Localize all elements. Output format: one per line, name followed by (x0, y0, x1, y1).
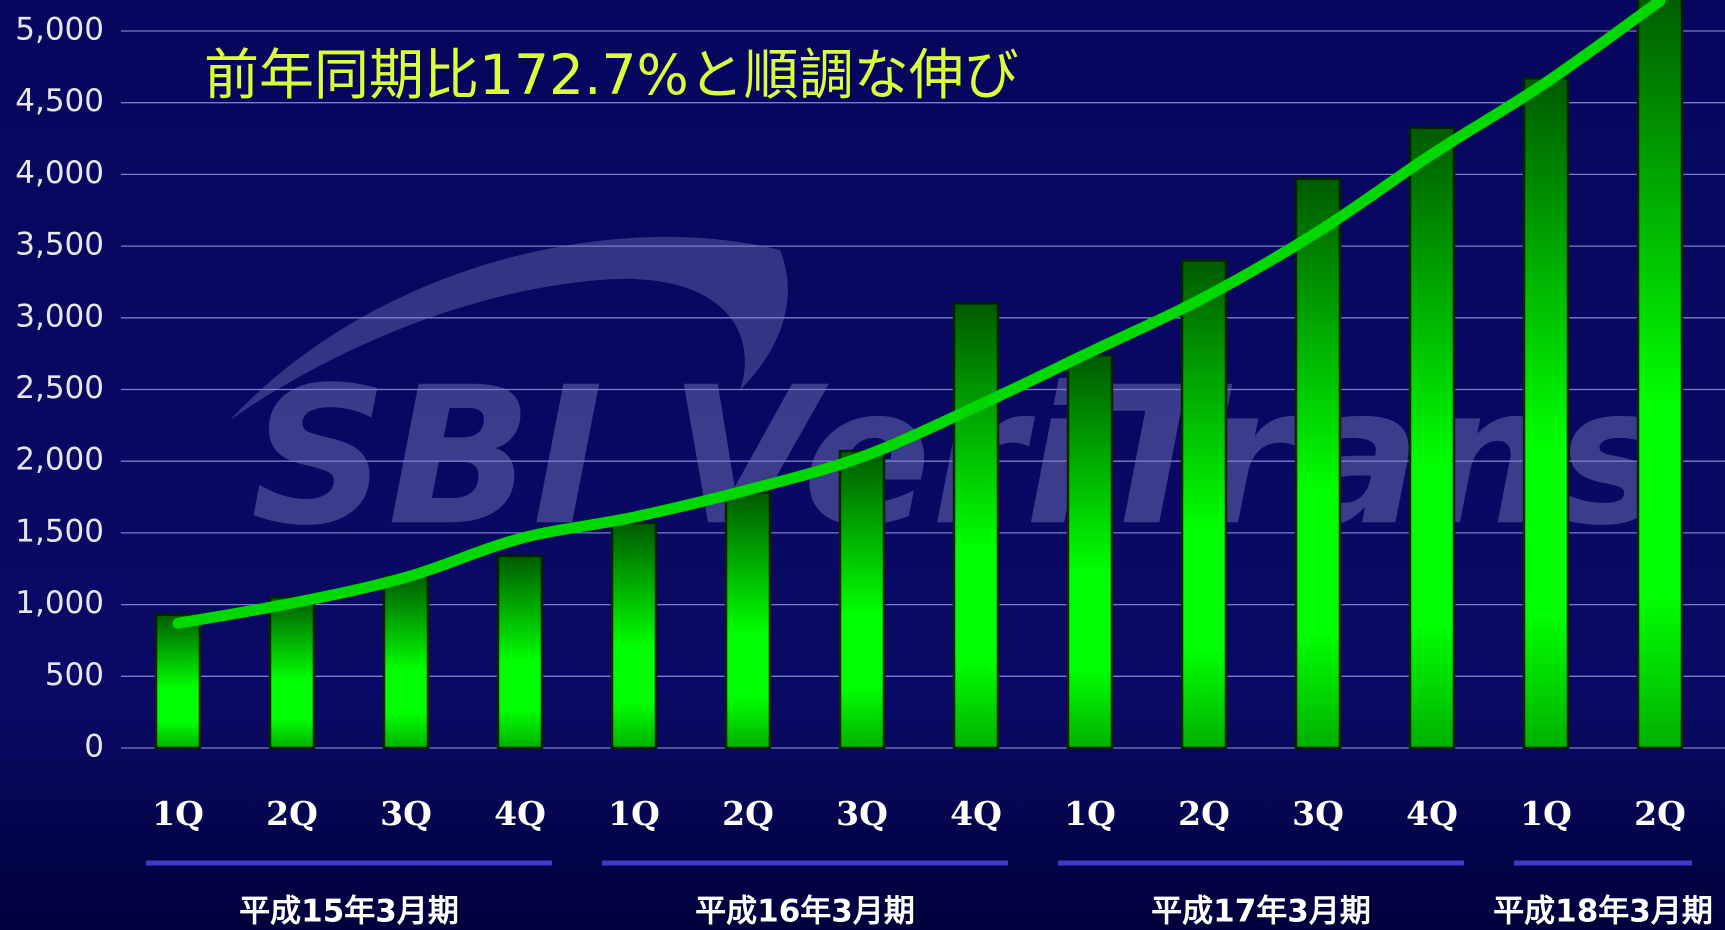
group-label: 平成16年3月期 (695, 894, 915, 930)
y-tick-label: 3,500 (15, 227, 104, 263)
x-tick-label: 1Q (1520, 794, 1572, 833)
group-label: 平成17年3月期 (1151, 894, 1371, 930)
y-tick-label: 4,500 (15, 83, 104, 119)
bar (1294, 177, 1342, 750)
x-tick-label: 4Q (494, 794, 546, 833)
trend-line (172, 0, 1666, 629)
x-tick-label: 3Q (1292, 794, 1344, 833)
bar (1066, 353, 1114, 750)
y-tick-label: 5,000 (15, 12, 104, 48)
x-tick-label: 2Q (722, 794, 774, 833)
bar (496, 554, 544, 750)
x-tick-label: 3Q (380, 794, 432, 833)
x-tick-label: 1Q (608, 794, 660, 833)
y-tick-label: 1,000 (15, 585, 104, 621)
x-tick-label: 2Q (1634, 794, 1686, 833)
x-tick-label: 1Q (1064, 794, 1116, 833)
x-tick-label: 1Q (152, 794, 204, 833)
x-tick-label: 3Q (836, 794, 888, 833)
y-tick-label: 4,000 (15, 155, 104, 191)
y-tick-label: 3,000 (15, 298, 104, 334)
bar (1180, 259, 1228, 750)
bar (724, 491, 772, 750)
bar (1408, 126, 1456, 750)
annotation: 前年同期比172.7%と順調な伸び (204, 43, 1019, 107)
x-tick-label: 4Q (950, 794, 1002, 833)
y-tick-label: 500 (45, 657, 104, 693)
x-tick-label: 4Q (1406, 794, 1458, 833)
y-tick-label: 2,000 (15, 442, 104, 478)
bar (268, 596, 316, 750)
y-tick-label: 0 (84, 729, 104, 765)
group-label: 平成18年3月期 (1493, 894, 1713, 930)
bar (382, 574, 430, 750)
group-label: 平成15年3月期 (239, 894, 459, 930)
bar (1636, 0, 1684, 750)
bar (838, 449, 886, 750)
bar (1522, 77, 1570, 750)
x-tick-label: 2Q (1178, 794, 1230, 833)
bar (154, 613, 202, 750)
y-tick-label: 2,500 (15, 370, 104, 406)
bar (610, 521, 658, 750)
x-tick-label: 2Q (266, 794, 318, 833)
bar (952, 302, 1000, 750)
logo-swoosh (230, 236, 788, 420)
y-tick-label: 1,500 (15, 513, 104, 549)
